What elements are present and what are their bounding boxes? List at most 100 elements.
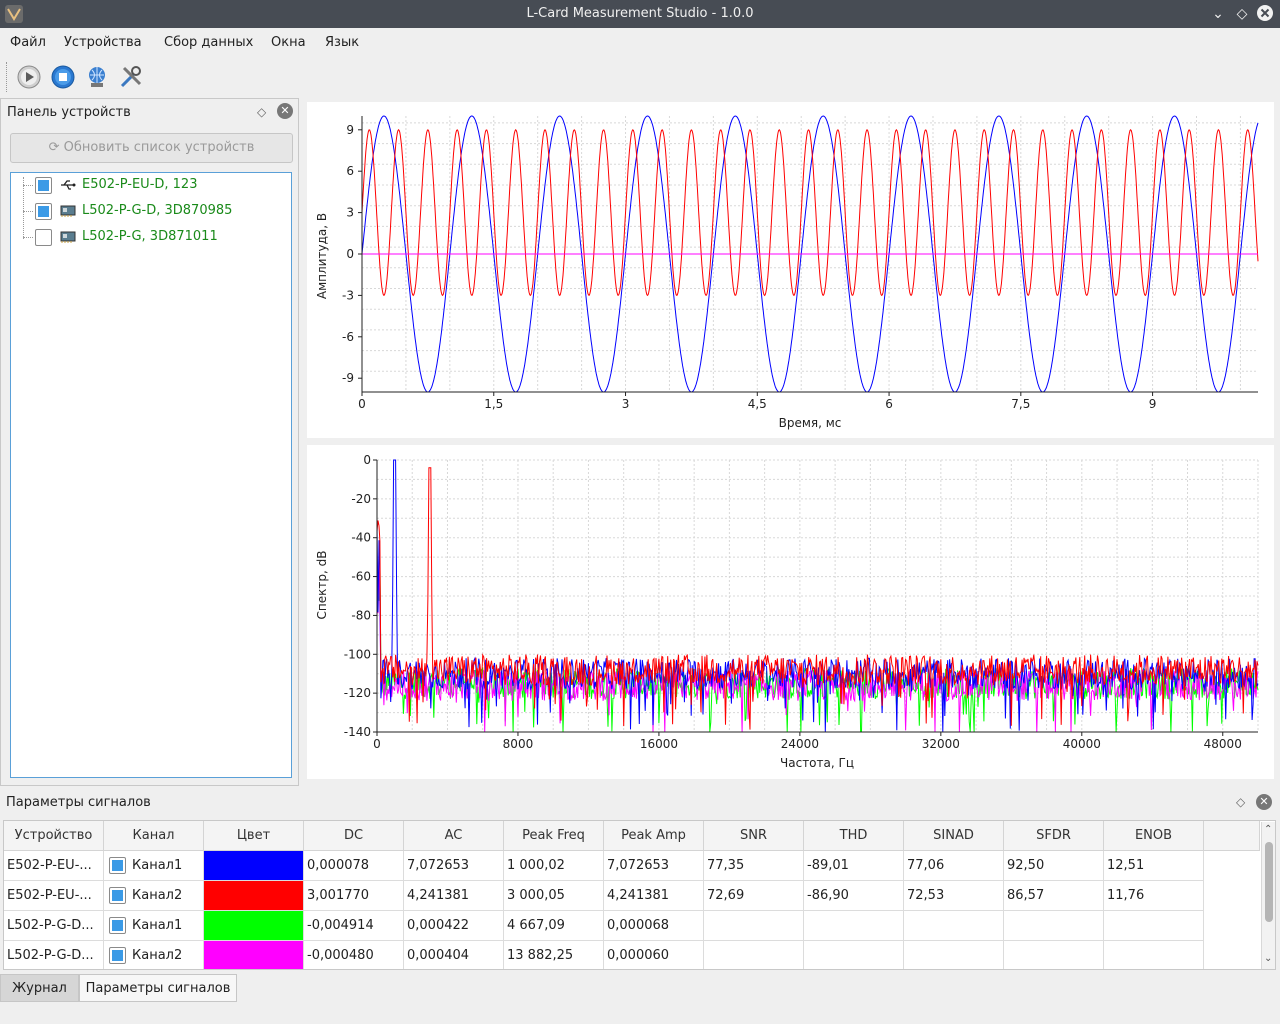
x-tick-label: 32000 (922, 737, 960, 751)
table-cell-thd: -86,90 (804, 881, 904, 911)
menu-acquisition[interactable]: Сбор данных (164, 35, 254, 50)
table-cell-peak-freq: 1 000,02 (504, 851, 604, 881)
x-tick-label: 16000 (640, 737, 678, 751)
device-checkbox[interactable] (35, 229, 52, 246)
close-panel-icon[interactable]: ✕ (277, 103, 293, 119)
table-header-cell[interactable]: SNR (704, 821, 804, 851)
table-cell-channel: Канал1 (104, 851, 204, 881)
time-plot-xlabel: Время, мс (779, 416, 842, 430)
y-tick-label: 0 (346, 247, 354, 261)
x-tick-label: 40000 (1063, 737, 1101, 751)
table-cell-enob: 12,51 (1104, 851, 1204, 881)
time-plot-axes: 9 6 3 0 -3 -6 -9 0 1,5 3 4,5 6 7,5 9 (342, 116, 1258, 411)
table-header-cell[interactable]: Peak Amp (604, 821, 704, 851)
float-panel-icon[interactable]: ◇ (257, 105, 267, 119)
spectrum-plot-series (376, 459, 1259, 733)
tab-signal-params[interactable]: Параметры сигналов (79, 974, 237, 1002)
table-cell-peak-amp: 0,000060 (604, 941, 704, 969)
table-header-cell[interactable]: Цвет (204, 821, 304, 851)
device-tree: E502-P-EU-D, 123 L502-P-G-D, 3D870985 L5… (10, 172, 292, 778)
table-cell-dc: 0,000078 (304, 851, 404, 881)
table-cell-device: E502-P-EU-... (4, 881, 104, 911)
menu-devices[interactable]: Устройства (64, 35, 142, 50)
x-tick-label: 6 (885, 397, 893, 411)
table-cell-peak-amp: 4,241381 (604, 881, 704, 911)
device-checkbox[interactable] (35, 203, 52, 220)
stop-icon[interactable] (50, 64, 76, 90)
table-cell-device: E502-P-EU-... (4, 851, 104, 881)
signals-table: Устройство Канал Цвет DC AC Peak Freq Peak Amp… (3, 820, 1276, 970)
refresh-devices-button[interactable]: ⟳ Обновить список устройств (10, 133, 293, 163)
device-tree-item[interactable]: L502-P-G-D, 3D870985 (11, 199, 291, 223)
y-tick-label: -6 (342, 330, 354, 344)
table-cell-sfdr: 92,50 (1004, 851, 1104, 881)
channel-color-swatch[interactable] (204, 941, 304, 969)
scroll-up-icon[interactable]: ⌃ (1264, 824, 1273, 835)
y-tick-label: -140 (344, 725, 371, 739)
table-header-cell[interactable]: Устройство (4, 821, 104, 851)
y-tick-label: -40 (351, 531, 371, 545)
menu-file[interactable]: Файл (10, 35, 46, 50)
close-window-button[interactable] (1255, 3, 1275, 23)
device-tree-item[interactable]: L502-P-G, 3D871011 (11, 225, 291, 249)
channel-color-swatch[interactable] (204, 911, 304, 941)
device-tree-item[interactable]: E502-P-EU-D, 123 (11, 173, 291, 197)
spectrum-series-line (376, 459, 1259, 733)
channel-color-swatch[interactable] (204, 851, 304, 881)
float-panel-icon[interactable]: ◇ (1236, 795, 1246, 809)
table-header-cell[interactable]: AC (404, 821, 504, 851)
table-cell-channel: Канал2 (104, 941, 204, 969)
close-panel-icon[interactable]: ✕ (1256, 794, 1272, 810)
table-cell-peak-freq: 3 000,05 (504, 881, 604, 911)
table-cell-snr (704, 911, 804, 941)
table-header-cell[interactable]: Peak Freq (504, 821, 604, 851)
channel-label: Канал1 (132, 918, 183, 933)
y-tick-label: -60 (351, 570, 371, 584)
play-icon[interactable] (16, 64, 42, 90)
time-plot[interactable]: 9 6 3 0 -3 -6 -9 0 1,5 3 4,5 6 7,5 9 Амплитуда, В Вре… (307, 102, 1274, 438)
table-cell-enob: 11,76 (1104, 881, 1204, 911)
table-cell-ac: 0,000404 (404, 941, 504, 969)
table-header-cell[interactable]: SINAD (904, 821, 1004, 851)
y-tick-label: -9 (342, 371, 354, 385)
spectrum-plot[interactable]: 0 -20 -40 -60 -80 -100 -120 -140 0 8000 16000 24000… (307, 445, 1274, 779)
x-tick-label: 9 (1149, 397, 1157, 411)
menu-bar: Файл Устройства Сбор данных Окна Язык (0, 28, 1280, 58)
table-scrollbar[interactable]: ⌃ ⌄ (1261, 822, 1275, 969)
network-icon[interactable] (84, 64, 110, 90)
minimize-icon[interactable]: ⌄ (1212, 6, 1224, 22)
channel-color-swatch[interactable] (204, 881, 304, 911)
scrollbar-thumb[interactable] (1265, 842, 1273, 922)
y-tick-label: 3 (346, 206, 354, 220)
y-tick-label: -100 (344, 647, 371, 661)
table-header-cell[interactable]: THD (804, 821, 904, 851)
spectrum-series-line (376, 557, 1259, 733)
channel-checkbox[interactable] (109, 947, 126, 964)
time-series-line (361, 129, 1259, 297)
menu-windows[interactable]: Окна (271, 35, 306, 50)
channel-checkbox[interactable] (109, 857, 126, 874)
refresh-devices-label: Обновить список устройств (63, 140, 255, 155)
toolbar-grip[interactable] (6, 62, 9, 92)
channel-checkbox[interactable] (109, 917, 126, 934)
x-tick-label: 0 (373, 737, 381, 751)
scroll-down-icon[interactable]: ⌄ (1264, 953, 1273, 964)
toolbar (0, 58, 1280, 96)
channel-label: Канал2 (132, 888, 183, 903)
device-checkbox[interactable] (35, 177, 52, 194)
table-header-cell[interactable]: ENOB (1104, 821, 1204, 851)
table-header-cell[interactable]: Канал (104, 821, 204, 851)
menu-language[interactable]: Язык (325, 35, 360, 50)
maximize-icon[interactable]: ◇ (1236, 6, 1248, 22)
time-plot-canvas[interactable]: 9 6 3 0 -3 -6 -9 0 1,5 3 4,5 6 7,5 9 Амплитуда, В Вре… (307, 102, 1274, 438)
tools-icon[interactable] (118, 64, 144, 90)
tab-log[interactable]: Журнал (0, 974, 79, 1002)
table-header-cell[interactable]: DC (304, 821, 404, 851)
table-header-cell[interactable]: SFDR (1004, 821, 1104, 851)
channel-checkbox[interactable] (109, 887, 126, 904)
table-cell-sinad: 77,06 (904, 851, 1004, 881)
table-cell-peak-amp: 0,000068 (604, 911, 704, 941)
x-tick-label: 7,5 (1011, 397, 1030, 411)
